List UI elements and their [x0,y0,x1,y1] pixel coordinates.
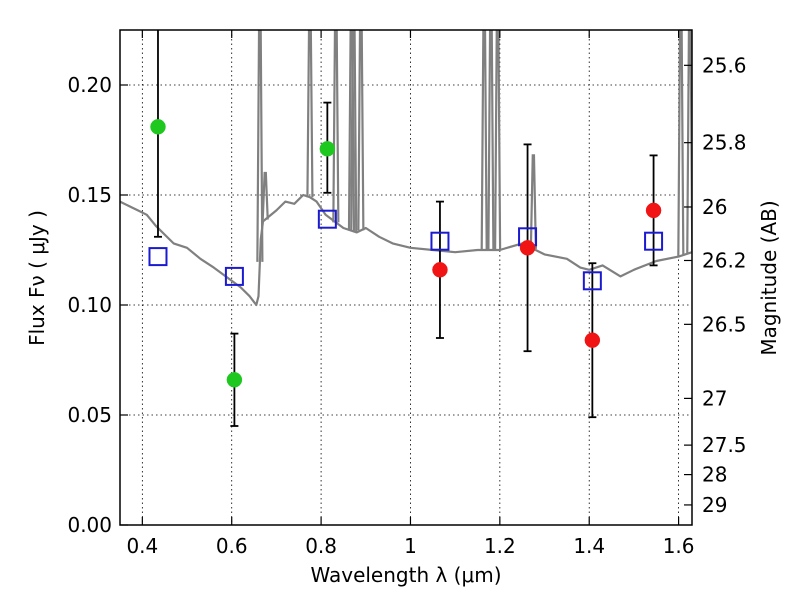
x-tick-label: 1.6 [663,534,695,558]
spectrum-emission-line [494,30,502,251]
green-data-point [319,141,336,157]
y-axis-label: Flux Fν ( μJy ) [25,210,49,346]
y2-tick-label: 28 [702,463,727,487]
y2-tick-label: 26.2 [702,248,747,272]
red-data-point [645,202,662,219]
y-tick-label: 0.00 [67,513,112,537]
x-tick-label: 1 [404,534,417,558]
spectrum-emission-line [357,30,365,231]
x-tick-label: 0.4 [126,534,158,558]
x-tick-label: 0.8 [305,534,337,558]
y-tick-label: 0.20 [67,73,112,97]
red-data-point [584,332,601,348]
model-square-marker [644,231,664,251]
y2-tick-label: 27 [702,386,727,410]
y-axis-left: 0.00 0.05 0.10 0.15 0.20 [67,73,128,537]
spectrum-emission-line [306,30,314,198]
spectrum-emission-line [350,30,358,232]
green-data-point [226,372,243,388]
y2-tick-label: 26 [702,195,727,219]
y2-tick-label: 25.6 [702,53,747,77]
x-tick-label: 0.6 [216,534,248,558]
spectrum-emission-line [480,30,488,251]
spectrum-continuum [120,193,692,307]
y2-axis-label: Magnitude (AB) [757,200,781,355]
model-square-marker [582,271,602,291]
spectrum-emission-line [529,154,537,249]
red-data-point [519,240,536,256]
grid-lines [120,30,692,525]
x-axis-label: Wavelength λ (μm) [310,563,501,587]
model-square-marker [148,247,168,267]
spectrum-emission-line [261,171,269,220]
red-data-point [432,262,448,278]
model-spectrum [120,30,692,307]
data-markers [148,119,664,388]
y-axis-right: 25.6 25.8 26 26.2 26.5 27 27.5 28 29 [684,53,747,517]
x-tick-label: 1.4 [573,534,605,558]
spectrum-emission-line [332,30,340,223]
spectrum-emission-line [677,30,685,256]
model-square-marker [430,231,450,251]
y-tick-label: 0.15 [67,183,112,207]
spectrum-emission-line [487,30,495,251]
y-tick-label: 0.10 [67,293,112,317]
y-tick-label: 0.05 [67,403,112,427]
y2-tick-label: 25.8 [702,131,747,155]
model-square-marker [224,266,244,286]
x-axis: 0.4 0.6 0.8 1 1.2 1.4 1.6 [126,30,695,558]
y2-tick-label: 27.5 [702,433,747,457]
model-square-marker [317,209,337,229]
x-tick-label: 1.2 [484,534,516,558]
plot-frame [119,29,693,526]
error-bars [153,30,658,427]
green-data-point [150,119,166,135]
spectrum-emission-line [256,30,264,262]
y2-tick-label: 29 [702,493,727,517]
y2-tick-label: 26.5 [702,312,747,336]
